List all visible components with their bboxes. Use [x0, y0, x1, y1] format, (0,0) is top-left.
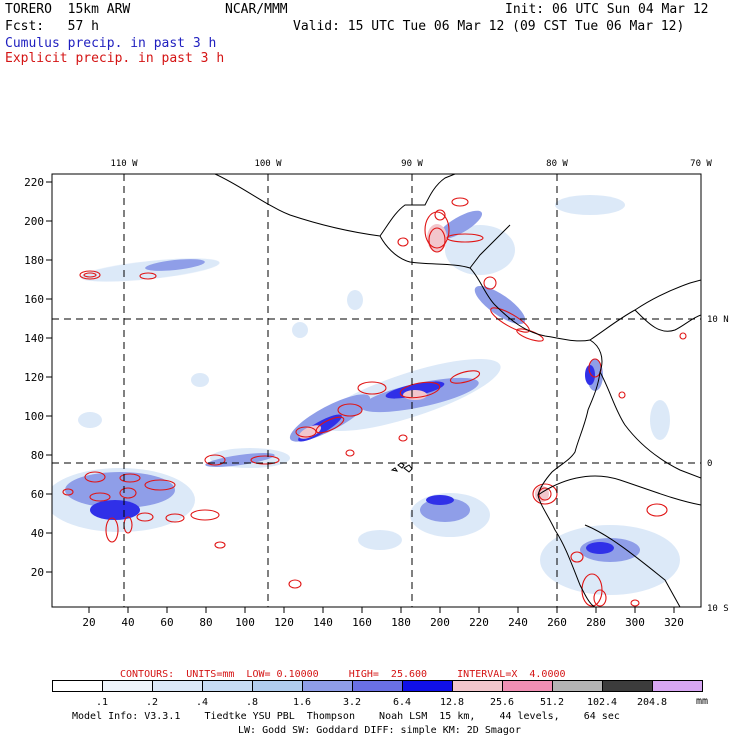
x-tick: 40 [121, 616, 134, 629]
y-tick: 200 [24, 215, 44, 228]
coastlines [214, 174, 701, 607]
model-info: Model Info: V3.3.1 Tiedtke YSU PBL Thomp… [72, 711, 620, 722]
colorbar-label: .4 [195, 697, 209, 708]
lat-label: 10 S [707, 604, 729, 614]
colorbar-label: .2 [145, 697, 159, 708]
lon-label: 70 W [690, 159, 712, 169]
physics-info: LW: Godd SW: Goddard DIFF: simple KM: 2D… [238, 725, 521, 736]
precip-fields [52, 174, 701, 607]
x-tick: 100 [235, 616, 255, 629]
colorbar-label: 25.6 [489, 697, 515, 708]
colorbar-swatch [552, 680, 603, 692]
colorbar-label: 1.6 [292, 697, 312, 708]
x-tick: 140 [313, 616, 333, 629]
colorbar-unit: mm [696, 696, 709, 707]
colorbar-label: 51.2 [539, 697, 565, 708]
lon-label: 110 W [110, 159, 138, 169]
lon-label: 90 W [401, 159, 423, 169]
x-tick: 60 [160, 616, 173, 629]
y-tick: 160 [24, 293, 44, 306]
y-tick: 180 [24, 254, 44, 267]
colorbar-swatch [52, 680, 103, 692]
colorbar-label: 6.4 [392, 697, 412, 708]
model-title: TORERO 15km ARW [5, 2, 131, 17]
contours-info: CONTOURS: UNITS=mm LOW= 0.10000 HIGH= 25… [120, 669, 566, 680]
x-tick: 160 [352, 616, 372, 629]
valid-time: Valid: 15 UTC Tue 06 Mar 12 (09 CST Tue … [293, 19, 685, 34]
colorbar-swatch [302, 680, 353, 692]
cumulus-legend: Cumulus precip. in past 3 h [5, 36, 217, 51]
colorbar-swatch [652, 680, 703, 692]
lon-label: 100 W [254, 159, 282, 169]
y-tick: 120 [24, 371, 44, 384]
x-tick: 20 [82, 616, 95, 629]
colorbar-swatch [102, 680, 153, 692]
x-tick-labels: 20 40 60 80 100 120 140 160 180 200 220 … [82, 616, 684, 629]
lat-labels: 10 N 0 10 S [707, 315, 729, 614]
x-tick: 260 [547, 616, 567, 629]
x-tick: 120 [274, 616, 294, 629]
axis-ticks [46, 181, 675, 613]
y-tick: 80 [31, 449, 44, 462]
y-tick: 60 [31, 488, 44, 501]
y-tick: 40 [31, 527, 44, 540]
forecast-hour: Fcst: 57 h [5, 19, 99, 34]
colorbar-swatch [352, 680, 403, 692]
colorbar-label: 204.8 [636, 697, 668, 708]
x-tick: 300 [625, 616, 645, 629]
colorbar-swatch [202, 680, 253, 692]
y-tick: 220 [24, 176, 44, 189]
y-tick-labels: 220 200 180 160 140 120 100 80 60 40 20 [24, 176, 44, 579]
heavy-precip [90, 365, 614, 554]
map-frame [51, 173, 702, 608]
explicit-legend: Explicit precip. in past 3 h [5, 51, 225, 66]
lon-label: 80 W [546, 159, 568, 169]
colorbar-swatch [252, 680, 303, 692]
y-tick: 140 [24, 332, 44, 345]
lat-label: 0 [707, 459, 712, 469]
init-time: Init: 06 UTC Sun 04 Mar 12 [505, 2, 709, 17]
x-tick: 80 [199, 616, 212, 629]
colorbar-swatch [402, 680, 453, 692]
explicit-fill [298, 224, 549, 502]
colorbar-label: 3.2 [342, 697, 362, 708]
lat-label: 10 N [707, 315, 729, 325]
lat-lon-grid [52, 174, 701, 607]
colorbar-label: 12.8 [439, 697, 465, 708]
lon-labels: 110 W 100 W 90 W 80 W 70 W [110, 159, 712, 169]
org-label: NCAR/MMM [225, 2, 288, 17]
explicit-contours [62, 197, 687, 607]
x-tick: 200 [430, 616, 450, 629]
colorbar-label: .1 [95, 697, 109, 708]
colorbar-label: .8 [245, 697, 259, 708]
colorbar-swatch [152, 680, 203, 692]
colorbar-swatch [602, 680, 653, 692]
x-tick: 240 [508, 616, 528, 629]
x-tick: 280 [586, 616, 606, 629]
x-tick: 220 [469, 616, 489, 629]
colorbar-swatch [502, 680, 553, 692]
x-tick: 180 [391, 616, 411, 629]
y-tick: 20 [31, 566, 44, 579]
colorbar-label: 102.4 [586, 697, 618, 708]
colorbar-swatch [452, 680, 503, 692]
x-tick: 320 [664, 616, 684, 629]
y-tick: 100 [24, 410, 44, 423]
